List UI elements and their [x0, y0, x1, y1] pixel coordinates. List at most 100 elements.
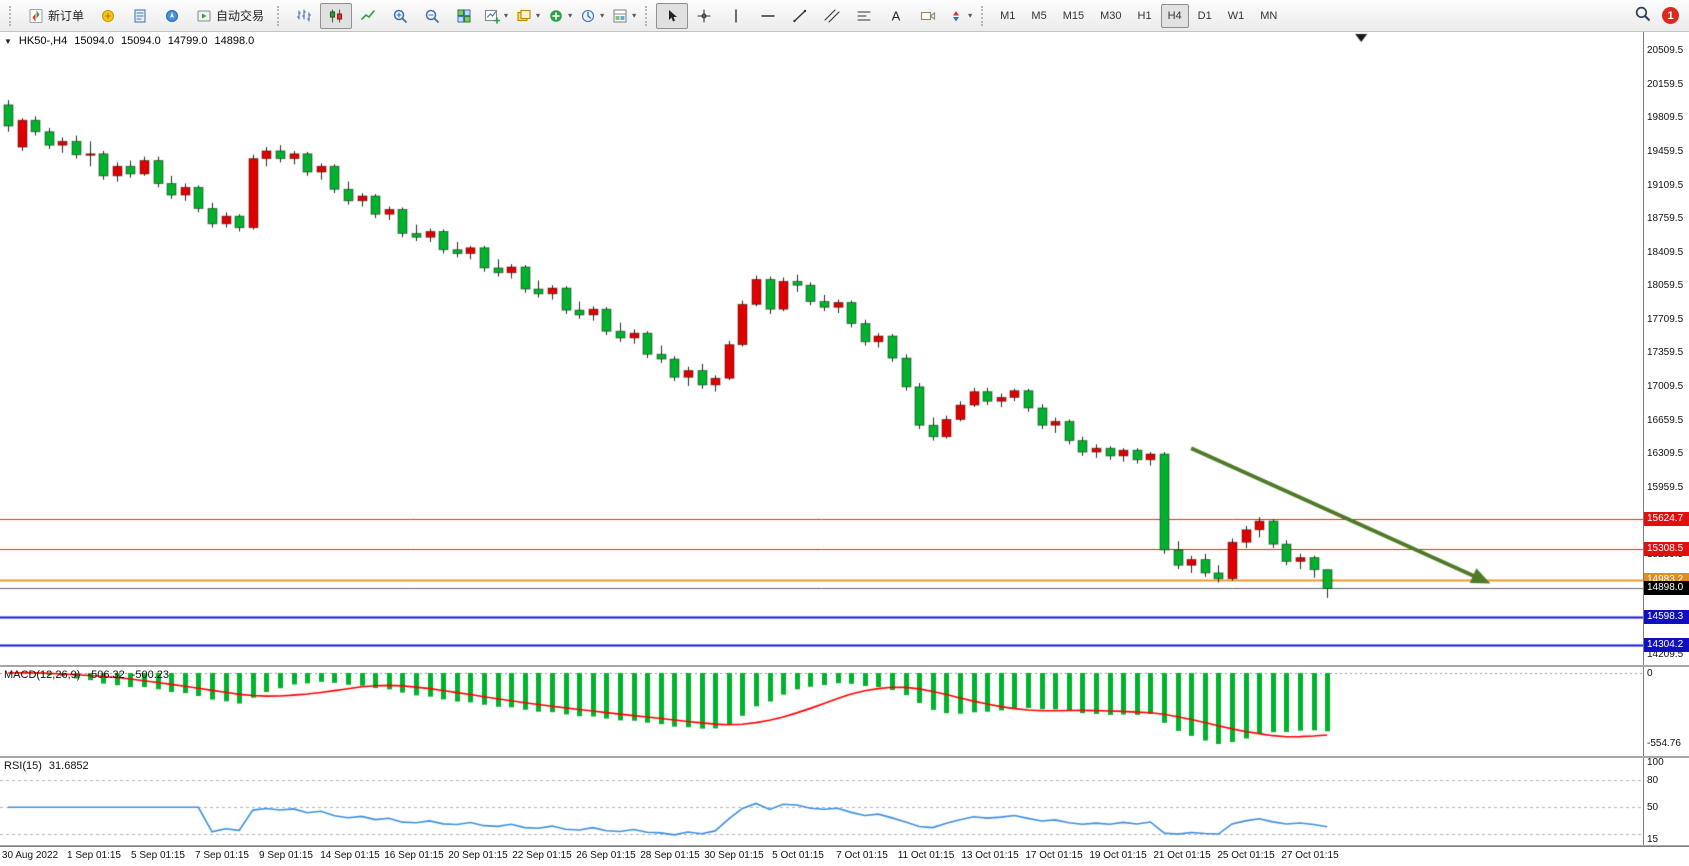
search-icon — [1634, 5, 1651, 27]
tile-icon — [456, 8, 472, 24]
notification-badge[interactable]: 1 — [1662, 7, 1679, 24]
candles-icon — [328, 8, 344, 24]
bar-chart-mode-button[interactable] — [288, 3, 320, 29]
price-axis-label: 14209.5 — [1647, 649, 1684, 661]
profiles-icon — [516, 8, 532, 24]
resistance-1-price-badge: 15624.7 — [1644, 512, 1689, 526]
time-axis-label: 28 Sep 01:15 — [640, 850, 700, 861]
macd-main-value: -506.32 — [87, 669, 125, 681]
profiles-button[interactable]: ▾ — [512, 3, 544, 29]
zoom-out-button[interactable] — [416, 3, 448, 29]
chevron-down-icon: ▾ — [568, 11, 573, 20]
timeframe-h1[interactable]: H1 — [1137, 9, 1152, 22]
vertical-line-button[interactable] — [720, 3, 752, 29]
timeframe-m15[interactable]: M15 — [1062, 9, 1085, 22]
close-value: 14898.0 — [214, 35, 255, 47]
high-value: 15094.0 — [120, 35, 161, 47]
price-axis-label: 19459.5 — [1647, 145, 1684, 157]
new-chart-button[interactable]: ▾ — [480, 3, 512, 29]
tile-windows-button[interactable] — [448, 3, 480, 29]
pane-splitter[interactable] — [0, 665, 1689, 667]
macd-axis-label: -554.76 — [1647, 738, 1681, 749]
hline-icon — [760, 8, 776, 24]
time-axis-label: 14 Sep 01:15 — [320, 850, 380, 861]
toolbar-right-cluster: 1 — [1630, 4, 1685, 28]
text-label-button[interactable] — [912, 3, 944, 29]
time-axis-label: 26 Sep 01:15 — [576, 850, 636, 861]
timeframe-w1[interactable]: W1 — [1227, 9, 1245, 22]
equidistant-channel-button[interactable] — [816, 3, 848, 29]
navigator-button[interactable] — [156, 3, 188, 29]
time-axis[interactable]: 30 Aug 2022 1 Sep 01:15 5 Sep 01:15 7 Sep 0… — [0, 846, 1689, 866]
rsi-label: RSI(15) 31.6852 — [4, 760, 89, 772]
time-axis-label: 7 Sep 01:15 — [195, 850, 249, 861]
toolbar-drag-handle[interactable] — [277, 5, 283, 26]
time-axis-label: 5 Sep 01:15 — [131, 850, 185, 861]
zoom-in-button[interactable] — [384, 3, 416, 29]
low-value: 14799.0 — [167, 35, 208, 47]
cursor-button[interactable] — [656, 2, 689, 29]
toolbar-drag-handle[interactable] — [645, 5, 651, 26]
time-axis-label: 1 Sep 01:15 — [67, 850, 121, 861]
macd-pane: MACD(12,26,9) -506.32 -500.23 — [0, 667, 1643, 756]
zoom-out-icon — [424, 8, 440, 24]
price-axis-label: 19809.5 — [1647, 112, 1684, 124]
periods-icon — [580, 8, 596, 24]
indicators-button[interactable]: ▾ — [544, 3, 576, 29]
macd-signal-value: -500.23 — [131, 669, 170, 681]
time-axis-label: 9 Sep 01:15 — [259, 850, 313, 861]
market-watch-button[interactable] — [124, 3, 156, 29]
timeframe-m30[interactable]: M30 — [1100, 9, 1122, 22]
new-order-button[interactable]: 新订单 — [20, 3, 92, 29]
search-button[interactable] — [1630, 4, 1654, 28]
pane-splitter[interactable] — [0, 756, 1689, 758]
pane-splitter[interactable] — [0, 845, 1689, 846]
fibo-icon — [856, 8, 872, 24]
rsi-axis-label: 15 — [1647, 834, 1659, 845]
symbols-button[interactable] — [92, 3, 124, 29]
text-button[interactable]: A — [880, 3, 912, 29]
periods-button[interactable]: ▾ — [576, 3, 608, 29]
candlestick-mode-button[interactable] — [320, 2, 353, 29]
toolbar-drag-handle[interactable] — [981, 5, 987, 26]
charts-toolbar-group: ▾ ▾ ▾ ▾ ▾ — [288, 2, 640, 29]
time-axis-label: 20 Sep 01:15 — [448, 850, 508, 861]
horizontal-line-button[interactable] — [752, 3, 784, 29]
arrow-objects-button[interactable]: ▾ — [944, 3, 976, 29]
price-axis-column[interactable]: 20509.5 20159.5 19809.5 19459.5 19109.5 18759… — [1643, 32, 1689, 866]
support-blue-1-price-badge: 14598.3 — [1644, 610, 1689, 624]
main-chart-canvas[interactable] — [0, 32, 1643, 665]
toolbar: 新订单 自动交易 ▾ ▾ ▾ ▾ ▾ A ▾ M1 M5 M15 M30 H1 H4 D1 W1 MN 1 — [0, 0, 1689, 32]
one-click-trading-collapse-icon[interactable]: ▼ — [4, 36, 12, 46]
timeframe-mn[interactable]: MN — [1260, 9, 1278, 22]
timeframe-h4[interactable]: H4 — [1160, 3, 1189, 28]
line-chart-mode-button[interactable] — [352, 3, 384, 29]
label-icon — [920, 8, 936, 24]
timeframe-m1[interactable]: M1 — [1000, 9, 1016, 22]
templates-button[interactable]: ▾ — [608, 3, 640, 29]
crosshair-button[interactable] — [688, 3, 720, 29]
price-axis-label: 15959.5 — [1647, 481, 1684, 493]
arrows-icon — [948, 8, 964, 24]
price-axis-label: 20509.5 — [1647, 45, 1684, 57]
main-price-pane: ▼ HK50-,H4 15094.0 15094.0 14799.0 14898… — [0, 32, 1643, 665]
toolbar-drag-handle[interactable] — [9, 5, 15, 26]
notification-count: 1 — [1667, 9, 1674, 22]
price-axis-label: 16309.5 — [1647, 448, 1684, 460]
trendline-button[interactable] — [784, 3, 816, 29]
time-axis-label: 17 Oct 01:15 — [1025, 850, 1083, 861]
fibonacci-retracement-button[interactable] — [848, 3, 880, 29]
rsi-canvas[interactable] — [0, 758, 1643, 845]
auto-trading-button[interactable]: 自动交易 — [188, 3, 272, 29]
rsi-axis-label: 100 — [1647, 757, 1664, 768]
price-axis-label: 19109.5 — [1647, 179, 1684, 191]
timeframe-m5[interactable]: M5 — [1031, 9, 1047, 22]
line-studies-toolbar-group: A ▾ — [656, 2, 976, 29]
time-axis-label: 21 Oct 01:15 — [1153, 850, 1211, 861]
time-axis-label: 25 Oct 01:15 — [1217, 850, 1275, 861]
open-value: 15094.0 — [74, 35, 114, 47]
time-axis-label: 5 Oct 01:15 — [772, 850, 824, 861]
macd-axis-label: 0 — [1647, 668, 1653, 679]
macd-canvas[interactable] — [0, 667, 1643, 756]
timeframe-d1[interactable]: D1 — [1197, 9, 1212, 22]
